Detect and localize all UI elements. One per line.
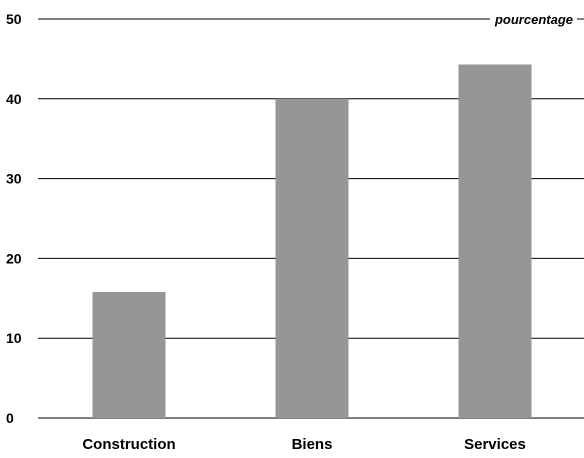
x-axis-labels: Construction Biens Services bbox=[82, 436, 526, 453]
x-category-label: Construction bbox=[82, 436, 175, 453]
y-tick-label: 0 bbox=[6, 410, 14, 426]
y-tick-label: 40 bbox=[6, 91, 22, 107]
unit-label: pourcentage bbox=[494, 12, 573, 27]
x-category-label: Services bbox=[464, 436, 526, 453]
y-tick-label: 10 bbox=[6, 330, 22, 346]
bars bbox=[92, 64, 532, 419]
x-category-label: Biens bbox=[292, 436, 333, 453]
y-axis-ticks: 0 10 20 30 40 50 bbox=[6, 11, 22, 426]
bar-biens bbox=[275, 98, 349, 419]
y-tick-label: 20 bbox=[6, 250, 22, 266]
bar-services bbox=[458, 64, 532, 419]
bar-construction bbox=[92, 291, 166, 418]
unit-label-background bbox=[489, 11, 577, 28]
y-tick-label: 50 bbox=[6, 11, 22, 27]
y-tick-label: 30 bbox=[6, 171, 22, 187]
